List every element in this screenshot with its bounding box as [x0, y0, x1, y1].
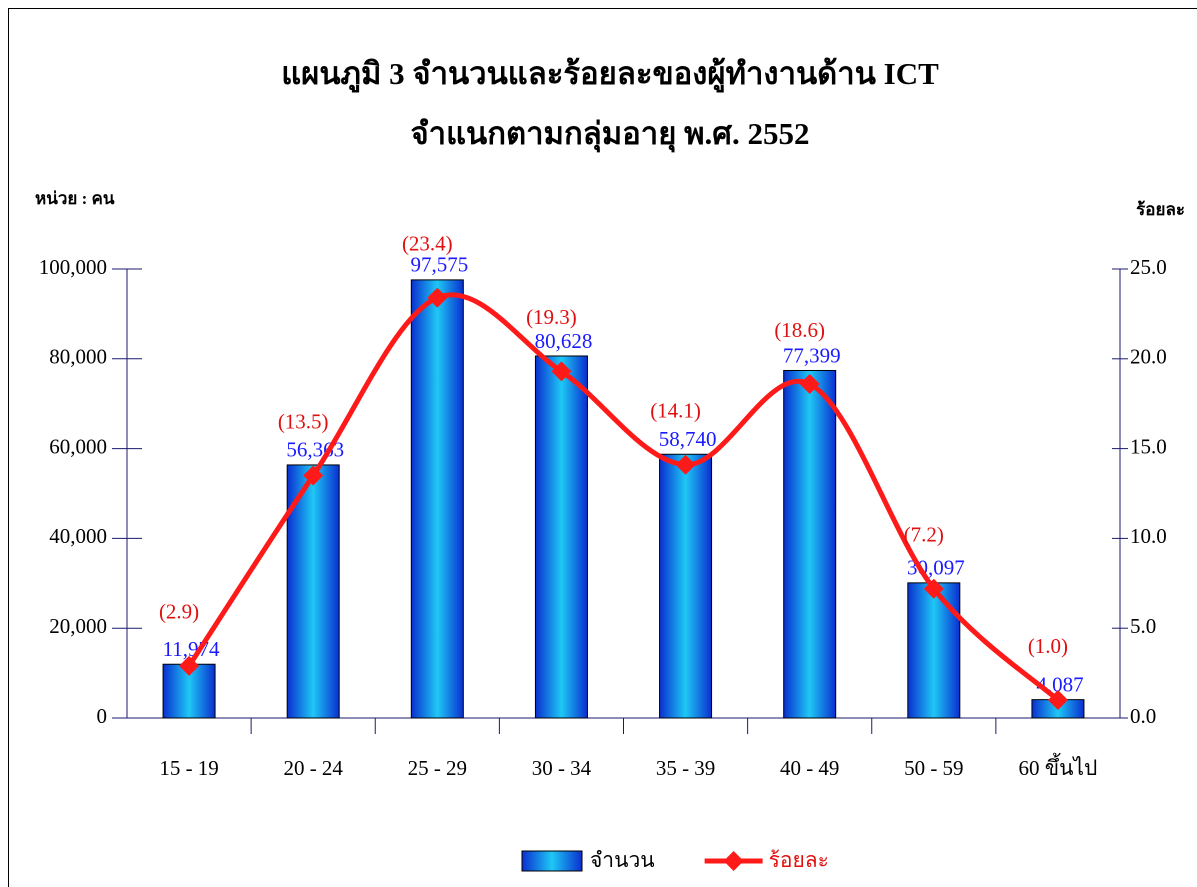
- bar: [286, 464, 340, 719]
- line-value-label: (18.6): [774, 318, 825, 342]
- line-value-label: (13.5): [278, 409, 329, 433]
- bar: [659, 453, 713, 719]
- legend-swatch: [521, 850, 583, 872]
- x-tick-label: 30 - 34: [532, 756, 592, 780]
- line-marker: [799, 373, 820, 394]
- bar: [534, 355, 588, 719]
- y-axis-label: หน่วย : คน: [35, 189, 115, 208]
- y2-tick-label: 20.0: [1130, 345, 1167, 369]
- y2-axis-label: ร้อยละ: [1136, 200, 1185, 219]
- x-tick-label: 40 - 49: [780, 756, 840, 780]
- y-tick-label: 100,000: [39, 255, 107, 279]
- line-value-label: (1.0): [1028, 634, 1068, 658]
- bar: [907, 582, 961, 719]
- y-tick-label: 20,000: [49, 614, 107, 638]
- line-value-label: (23.4): [402, 232, 453, 256]
- y-tick-label: 60,000: [49, 434, 107, 458]
- x-tick-label: 35 - 39: [656, 756, 716, 780]
- x-tick-label: 15 - 19: [159, 756, 219, 780]
- x-tick-label: 25 - 29: [408, 756, 468, 780]
- line-value-label: (19.3): [526, 305, 577, 329]
- y2-tick-label: 10.0: [1130, 524, 1167, 548]
- line-marker: [179, 655, 200, 676]
- line-marker: [551, 361, 572, 382]
- y-tick-label: 80,000: [49, 345, 107, 369]
- bar-value-label: 97,575: [410, 253, 468, 277]
- chart-title: แผนภูมิ 3 จำนวนและร้อยละของผู้ทำงานด้าน …: [281, 56, 939, 93]
- bar: [783, 369, 837, 719]
- line-value-label: (2.9): [159, 600, 199, 624]
- x-tick-label: 50 - 59: [904, 756, 964, 780]
- legend-label: จำนวน: [590, 848, 655, 872]
- y2-tick-label: 0.0: [1130, 704, 1156, 728]
- line-marker: [1047, 690, 1068, 711]
- legend-label: ร้อยละ: [769, 848, 829, 872]
- line-value-label: (7.2): [904, 523, 944, 547]
- bar: [410, 279, 464, 719]
- bar-value-label: 80,628: [535, 329, 593, 353]
- bar-value-label: 11,974: [163, 637, 220, 661]
- line-marker: [675, 454, 696, 475]
- line-marker: [427, 287, 448, 308]
- y2-tick-label: 5.0: [1130, 614, 1156, 638]
- x-tick-label: 60 ขึ้นไป: [1019, 753, 1098, 780]
- line-marker: [923, 578, 944, 599]
- line-value-label: (14.1): [650, 399, 701, 423]
- y-tick-label: 40,000: [49, 524, 107, 548]
- y-tick-label: 0: [97, 704, 108, 728]
- bar-value-label: 77,399: [783, 343, 841, 367]
- y2-tick-label: 25.0: [1130, 255, 1167, 279]
- frame: [8, 8, 1197, 887]
- bar-value-label: 58,740: [659, 427, 717, 451]
- chart-subtitle: จำแนกตามกลุ่มอายุ พ.ศ. 2552: [411, 116, 810, 153]
- legend-marker: [723, 851, 744, 871]
- y2-tick-label: 15.0: [1130, 434, 1167, 458]
- line-marker: [303, 465, 324, 486]
- x-tick-label: 20 - 24: [283, 756, 343, 780]
